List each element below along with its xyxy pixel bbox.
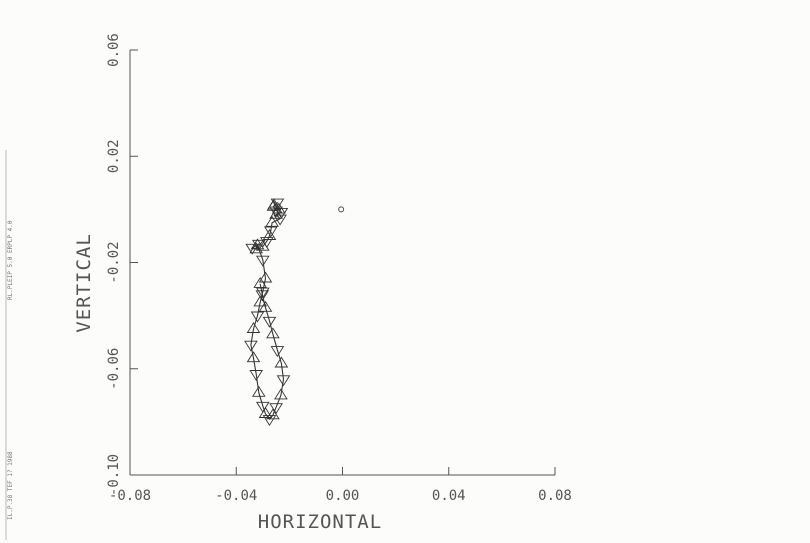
data-point bbox=[251, 239, 266, 251]
y-axis-title: VERTICAL bbox=[73, 233, 95, 333]
axis-tick-labels: -0.08 -0.04 0.00 0.04 0.08 -0.10 -0.06 -0.02 0.0… bbox=[106, 33, 572, 504]
data-point bbox=[250, 238, 265, 250]
data-point bbox=[269, 403, 283, 415]
x-tick-label: -0.08 bbox=[109, 488, 151, 504]
y-tick-label: 0.02 bbox=[106, 139, 122, 173]
data-point bbox=[270, 346, 285, 358]
data-point bbox=[255, 255, 270, 267]
data-point bbox=[255, 287, 270, 299]
y-tick-label: -0.02 bbox=[106, 241, 122, 283]
data-point bbox=[253, 295, 268, 307]
data-point bbox=[246, 351, 261, 363]
data-point bbox=[251, 385, 266, 397]
data-point bbox=[258, 300, 273, 312]
data-point bbox=[255, 290, 270, 302]
data-point bbox=[266, 199, 281, 211]
data-point bbox=[255, 401, 270, 413]
data-point bbox=[266, 327, 280, 339]
data-point bbox=[250, 311, 265, 323]
data-point bbox=[266, 408, 280, 420]
x-tick-label: 0.08 bbox=[538, 488, 572, 504]
series-layer bbox=[244, 198, 345, 427]
data-point bbox=[274, 388, 288, 400]
data-point bbox=[253, 276, 268, 288]
data-point bbox=[244, 340, 258, 352]
data-point bbox=[259, 237, 274, 249]
x-axis-title: HORIZONTAL bbox=[258, 511, 382, 533]
data-point bbox=[265, 215, 279, 227]
margin-note-top: RL.PLEIP 5.0 ERPLP 4.0 bbox=[7, 220, 14, 300]
data-point bbox=[273, 214, 287, 226]
x-tick-label: 0.00 bbox=[326, 488, 360, 504]
x-tick-label: -0.04 bbox=[215, 488, 257, 504]
y-tick-label: -0.10 bbox=[106, 454, 122, 496]
data-point bbox=[255, 239, 270, 251]
x-tick-label: 0.04 bbox=[432, 488, 466, 504]
data-point bbox=[258, 407, 273, 418]
data-point bbox=[338, 206, 345, 213]
series-2 bbox=[338, 206, 345, 213]
data-point bbox=[276, 375, 291, 387]
axis-ticks bbox=[129, 49, 556, 476]
data-point bbox=[246, 322, 261, 333]
series-1 bbox=[244, 198, 291, 427]
y-tick-label: 0.06 bbox=[106, 33, 122, 67]
data-point bbox=[262, 316, 277, 328]
margin-note-bottom: IL.P.38 TEF 1? 1988 bbox=[7, 451, 14, 520]
data-point bbox=[274, 356, 289, 368]
data-point bbox=[262, 229, 277, 240]
data-point bbox=[270, 198, 285, 210]
data-point bbox=[249, 242, 264, 254]
series-line bbox=[250, 202, 285, 420]
data-point bbox=[258, 271, 273, 283]
data-point bbox=[249, 370, 264, 381]
data-point bbox=[262, 415, 277, 427]
y-tick-label: -0.06 bbox=[106, 348, 122, 390]
